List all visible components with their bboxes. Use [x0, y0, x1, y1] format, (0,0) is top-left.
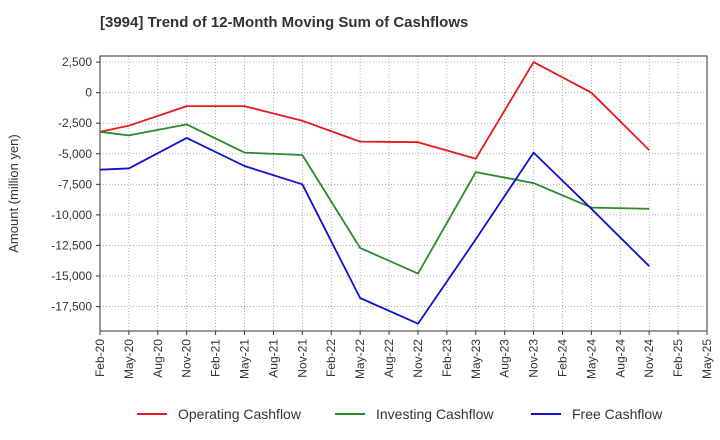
- y-tick-label: -17,500: [51, 300, 92, 314]
- y-axis-label: Amount (million yen): [6, 134, 21, 253]
- legend-label: Operating Cashflow: [178, 406, 302, 422]
- x-tick-label: Nov-22: [411, 339, 425, 378]
- x-tick-label: Nov-20: [180, 339, 194, 378]
- series-line-investing-cashflow: [99, 123, 650, 275]
- x-axis-ticks: Feb-20 May-20 Aug-20 Nov-20 Feb-21 May-21 Aug-…: [93, 331, 714, 379]
- series-line-free-cashflow: [99, 136, 650, 325]
- x-tick-label: Nov-24: [642, 339, 656, 378]
- x-tick-label: Feb-25: [671, 339, 685, 377]
- plot-area: [99, 55, 708, 332]
- x-tick-label: Feb-21: [209, 339, 223, 377]
- y-axis-ticks: 2,500 0 -2,500 -5,000 -7,500 -10,000 -12,500 -1…: [51, 55, 100, 314]
- x-tick-label: Feb-20: [93, 339, 107, 377]
- x-tick-label: Aug-20: [151, 339, 165, 378]
- x-tick-label: Feb-23: [440, 339, 454, 377]
- x-tick-label: Aug-24: [613, 339, 627, 378]
- y-tick-label: -15,000: [51, 269, 92, 283]
- x-tick-label: Aug-21: [266, 339, 280, 378]
- chart-title: [3994] Trend of 12-Month Moving Sum of C…: [100, 14, 469, 31]
- x-tick-label: May-20: [122, 339, 136, 379]
- x-tick-label: Aug-22: [382, 339, 396, 378]
- x-tick-label: Feb-24: [555, 339, 569, 377]
- x-tick-label: Aug-23: [498, 339, 512, 378]
- y-tick-label: -5,000: [58, 147, 92, 161]
- x-tick-label: May-25: [700, 339, 714, 379]
- x-tick-label: Nov-21: [295, 339, 309, 378]
- x-tick-label: May-24: [584, 339, 598, 379]
- x-tick-label: Nov-23: [527, 339, 541, 378]
- y-tick-label: -10,000: [51, 208, 92, 222]
- grid-lines: [100, 56, 707, 331]
- legend: Operating Cashflow Investing Cashflow Free…: [137, 406, 663, 422]
- x-tick-label: May-21: [238, 339, 252, 379]
- x-tick-label: Feb-22: [324, 339, 338, 377]
- y-tick-label: -12,500: [51, 238, 92, 252]
- y-tick-label: -2,500: [58, 116, 92, 130]
- x-tick-label: May-23: [469, 339, 483, 379]
- y-tick-label: 2,500: [62, 55, 92, 69]
- y-tick-label: -7,500: [58, 177, 92, 191]
- y-tick-label: 0: [85, 86, 92, 100]
- series-line-operating-cashflow: [99, 61, 650, 160]
- x-tick-label: May-22: [353, 339, 367, 379]
- legend-label: Free Cashflow: [572, 406, 663, 422]
- legend-label: Investing Cashflow: [376, 406, 494, 422]
- series-lines: [99, 61, 650, 325]
